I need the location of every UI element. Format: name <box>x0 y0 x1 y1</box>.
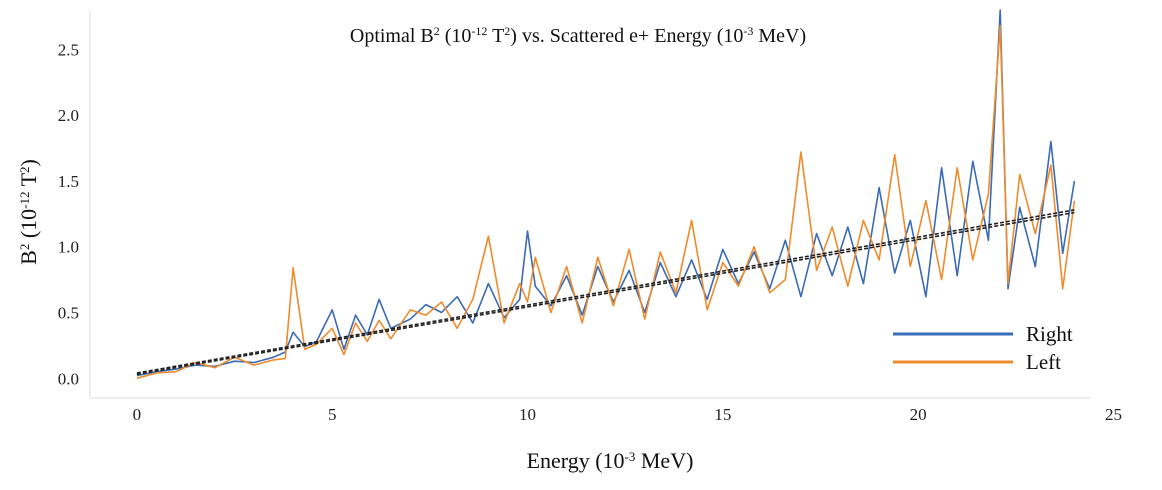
y-tick-label: 1.5 <box>58 172 79 191</box>
x-tick-label: 15 <box>714 405 731 424</box>
x-tick-label: 5 <box>328 405 337 424</box>
y-axis-title: B2 (10-12 T2) <box>16 159 41 265</box>
legend-label-left: Left <box>1026 350 1061 374</box>
y-tick-labels: 0.0 0.5 1.0 1.5 2.0 2.5 <box>58 40 79 388</box>
trend-line-right <box>136 211 1075 376</box>
y-tick-label: 1.0 <box>58 238 79 257</box>
y-tick-label: 0.5 <box>58 304 79 323</box>
x-tick-label: 0 <box>133 405 142 424</box>
axes <box>89 10 1090 399</box>
trend-line-left <box>136 209 1075 374</box>
y-tick-label: 2.5 <box>58 40 79 59</box>
x-axis-title: Energy (10-3 MeV) <box>527 448 694 473</box>
chart-title: Optimal B2 (10-12 T2) vs. Scattered e+ E… <box>350 24 806 47</box>
y-tick-label: 0.0 <box>58 369 79 388</box>
x-tick-labels: 0 5 10 15 20 25 <box>133 405 1122 424</box>
legend: Right Left <box>893 322 1073 374</box>
y-tick-label: 2.0 <box>58 106 79 125</box>
series-line-left <box>136 24 1076 380</box>
x-tick-label: 20 <box>910 405 927 424</box>
x-tick-label: 25 <box>1105 405 1122 424</box>
trend-layer <box>136 209 1075 376</box>
x-tick-label: 10 <box>519 405 536 424</box>
legend-label-right: Right <box>1026 322 1073 346</box>
